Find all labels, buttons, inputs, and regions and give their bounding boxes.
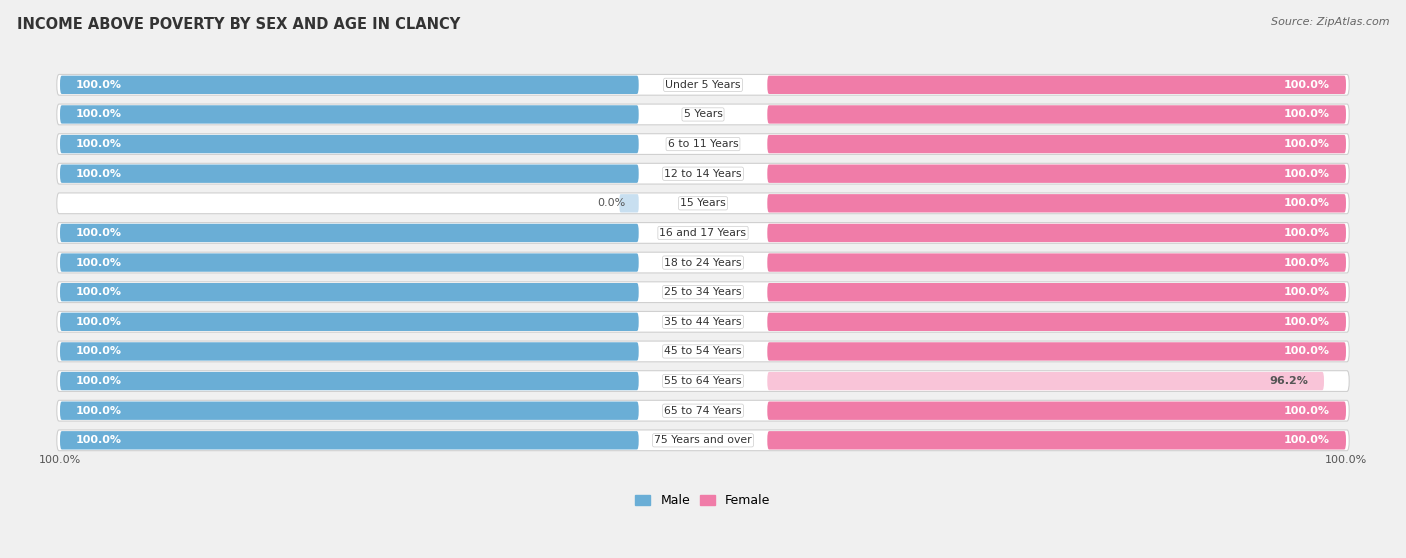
- Text: Source: ZipAtlas.com: Source: ZipAtlas.com: [1271, 17, 1389, 27]
- Text: 100.0%: 100.0%: [76, 317, 122, 327]
- FancyBboxPatch shape: [60, 165, 638, 183]
- Text: 25 to 34 Years: 25 to 34 Years: [664, 287, 742, 297]
- FancyBboxPatch shape: [56, 252, 1350, 273]
- FancyBboxPatch shape: [768, 105, 1346, 124]
- Text: 100.0%: 100.0%: [76, 258, 122, 268]
- FancyBboxPatch shape: [60, 135, 638, 153]
- Text: 0.0%: 0.0%: [598, 198, 626, 208]
- FancyBboxPatch shape: [768, 165, 1346, 183]
- Text: 75 Years and over: 75 Years and over: [654, 435, 752, 445]
- Text: 5 Years: 5 Years: [683, 109, 723, 119]
- FancyBboxPatch shape: [768, 76, 1346, 94]
- Text: 100.0%: 100.0%: [1284, 139, 1330, 149]
- Text: 100.0%: 100.0%: [1284, 347, 1330, 357]
- Text: 16 and 17 Years: 16 and 17 Years: [659, 228, 747, 238]
- Text: 100.0%: 100.0%: [1284, 169, 1330, 179]
- FancyBboxPatch shape: [768, 135, 1346, 153]
- Text: 100.0%: 100.0%: [39, 455, 82, 465]
- Text: 6 to 11 Years: 6 to 11 Years: [668, 139, 738, 149]
- FancyBboxPatch shape: [768, 194, 1346, 213]
- FancyBboxPatch shape: [56, 104, 1350, 125]
- FancyBboxPatch shape: [768, 431, 1346, 450]
- Text: 45 to 54 Years: 45 to 54 Years: [664, 347, 742, 357]
- Text: 100.0%: 100.0%: [1284, 435, 1330, 445]
- FancyBboxPatch shape: [56, 282, 1350, 302]
- FancyBboxPatch shape: [620, 194, 638, 213]
- FancyBboxPatch shape: [768, 224, 1346, 242]
- FancyBboxPatch shape: [56, 163, 1350, 184]
- Text: 100.0%: 100.0%: [76, 139, 122, 149]
- FancyBboxPatch shape: [56, 193, 1350, 214]
- Text: 35 to 44 Years: 35 to 44 Years: [664, 317, 742, 327]
- FancyBboxPatch shape: [768, 312, 1346, 331]
- FancyBboxPatch shape: [60, 76, 638, 94]
- Text: 100.0%: 100.0%: [1284, 406, 1330, 416]
- FancyBboxPatch shape: [60, 431, 638, 450]
- FancyBboxPatch shape: [768, 372, 1324, 390]
- Text: 100.0%: 100.0%: [1284, 198, 1330, 208]
- Text: 12 to 14 Years: 12 to 14 Years: [664, 169, 742, 179]
- Text: 100.0%: 100.0%: [76, 80, 122, 90]
- Text: 100.0%: 100.0%: [1324, 455, 1367, 465]
- Text: INCOME ABOVE POVERTY BY SEX AND AGE IN CLANCY: INCOME ABOVE POVERTY BY SEX AND AGE IN C…: [17, 17, 460, 32]
- Text: 55 to 64 Years: 55 to 64 Years: [664, 376, 742, 386]
- FancyBboxPatch shape: [768, 342, 1346, 360]
- FancyBboxPatch shape: [56, 223, 1350, 243]
- FancyBboxPatch shape: [56, 134, 1350, 155]
- Text: Under 5 Years: Under 5 Years: [665, 80, 741, 90]
- FancyBboxPatch shape: [56, 430, 1350, 451]
- FancyBboxPatch shape: [56, 341, 1350, 362]
- Text: 100.0%: 100.0%: [1284, 317, 1330, 327]
- Text: 100.0%: 100.0%: [76, 169, 122, 179]
- Text: 100.0%: 100.0%: [76, 228, 122, 238]
- Text: 100.0%: 100.0%: [76, 287, 122, 297]
- FancyBboxPatch shape: [60, 224, 638, 242]
- Text: 65 to 74 Years: 65 to 74 Years: [664, 406, 742, 416]
- FancyBboxPatch shape: [56, 74, 1350, 95]
- Text: 15 Years: 15 Years: [681, 198, 725, 208]
- FancyBboxPatch shape: [60, 402, 638, 420]
- Text: 100.0%: 100.0%: [76, 347, 122, 357]
- FancyBboxPatch shape: [56, 400, 1350, 421]
- Text: 100.0%: 100.0%: [1284, 228, 1330, 238]
- FancyBboxPatch shape: [768, 253, 1346, 272]
- Text: 96.2%: 96.2%: [1270, 376, 1308, 386]
- Text: 100.0%: 100.0%: [76, 376, 122, 386]
- FancyBboxPatch shape: [60, 105, 638, 124]
- Text: 100.0%: 100.0%: [1284, 287, 1330, 297]
- FancyBboxPatch shape: [56, 311, 1350, 332]
- FancyBboxPatch shape: [60, 372, 638, 390]
- FancyBboxPatch shape: [60, 283, 638, 301]
- FancyBboxPatch shape: [768, 283, 1346, 301]
- Text: 100.0%: 100.0%: [76, 406, 122, 416]
- FancyBboxPatch shape: [60, 253, 638, 272]
- Text: 18 to 24 Years: 18 to 24 Years: [664, 258, 742, 268]
- Text: 100.0%: 100.0%: [1284, 258, 1330, 268]
- Text: 100.0%: 100.0%: [76, 435, 122, 445]
- FancyBboxPatch shape: [60, 342, 638, 360]
- Text: 100.0%: 100.0%: [1284, 80, 1330, 90]
- Legend: Male, Female: Male, Female: [630, 489, 776, 512]
- Text: 100.0%: 100.0%: [1284, 109, 1330, 119]
- FancyBboxPatch shape: [56, 371, 1350, 391]
- FancyBboxPatch shape: [60, 312, 638, 331]
- FancyBboxPatch shape: [768, 402, 1346, 420]
- Text: 100.0%: 100.0%: [76, 109, 122, 119]
